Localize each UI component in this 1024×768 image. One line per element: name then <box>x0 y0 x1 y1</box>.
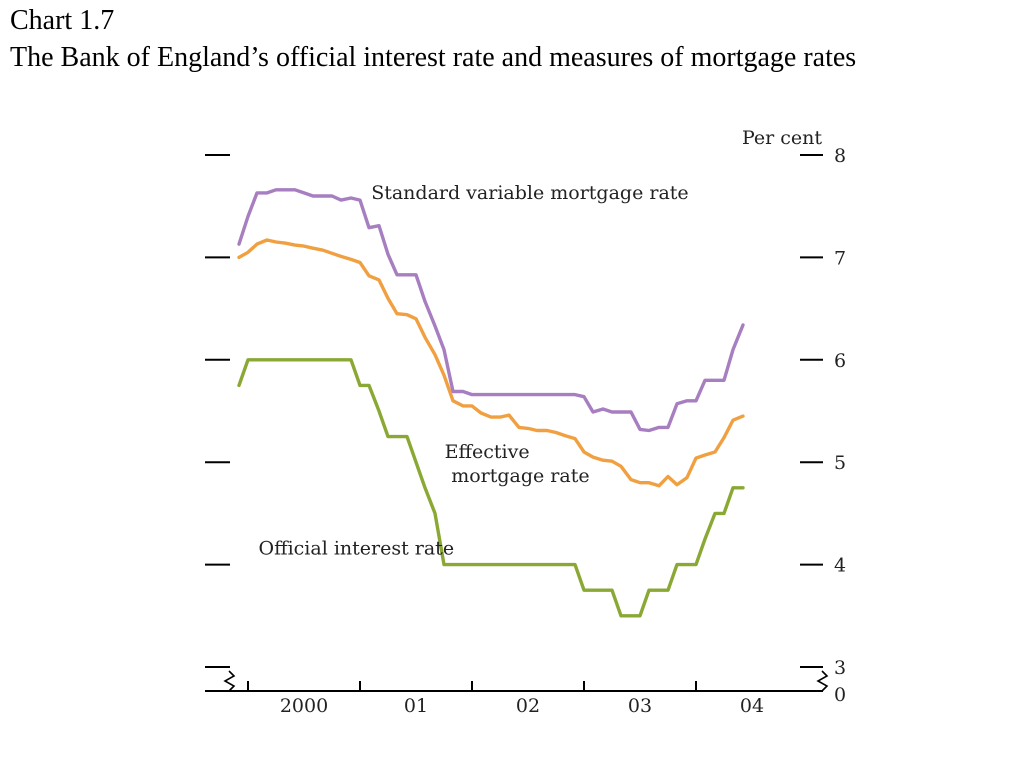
x-tick-label: 03 <box>628 695 652 717</box>
x-tick-label: 02 <box>516 695 540 717</box>
series-line-official-interest-rate <box>237 358 745 618</box>
series-label-official-interest-rate: Official interest rate <box>259 537 455 559</box>
y-tick-label: 6 <box>834 350 846 372</box>
series-line-effective-mortgage-rate <box>237 238 745 488</box>
y-tick-label: 7 <box>834 247 846 269</box>
y-tick-label-zero: 0 <box>834 684 846 706</box>
y-tick-label: 5 <box>834 452 846 474</box>
x-tick-label: 04 <box>740 695 764 717</box>
x-tick-label: 01 <box>404 695 428 717</box>
series-label-standard-variable-mortgage-rate: Standard variable mortgage rate <box>371 182 688 204</box>
y-tick-label: 4 <box>834 555 846 577</box>
series-line-standard-variable-mortgage-rate <box>237 188 745 433</box>
y-tick-label: 3 <box>834 657 846 679</box>
series-label-effective-mortgage-rate: mortgage rate <box>451 465 589 487</box>
x-tick-label: 2000 <box>280 695 328 717</box>
chart-title: The Bank of England’s official interest … <box>10 42 857 73</box>
left-axis-break <box>223 670 236 692</box>
right-axis-break <box>816 670 829 692</box>
y-unit-label: Per cent <box>742 127 822 149</box>
y-tick-label: 8 <box>834 145 846 167</box>
series-label-effective-mortgage-rate: Effective <box>445 441 530 463</box>
chart-number: Chart 1.7 <box>10 5 115 36</box>
chart-header: Chart 1.7 The Bank of England’s official… <box>10 4 1010 78</box>
